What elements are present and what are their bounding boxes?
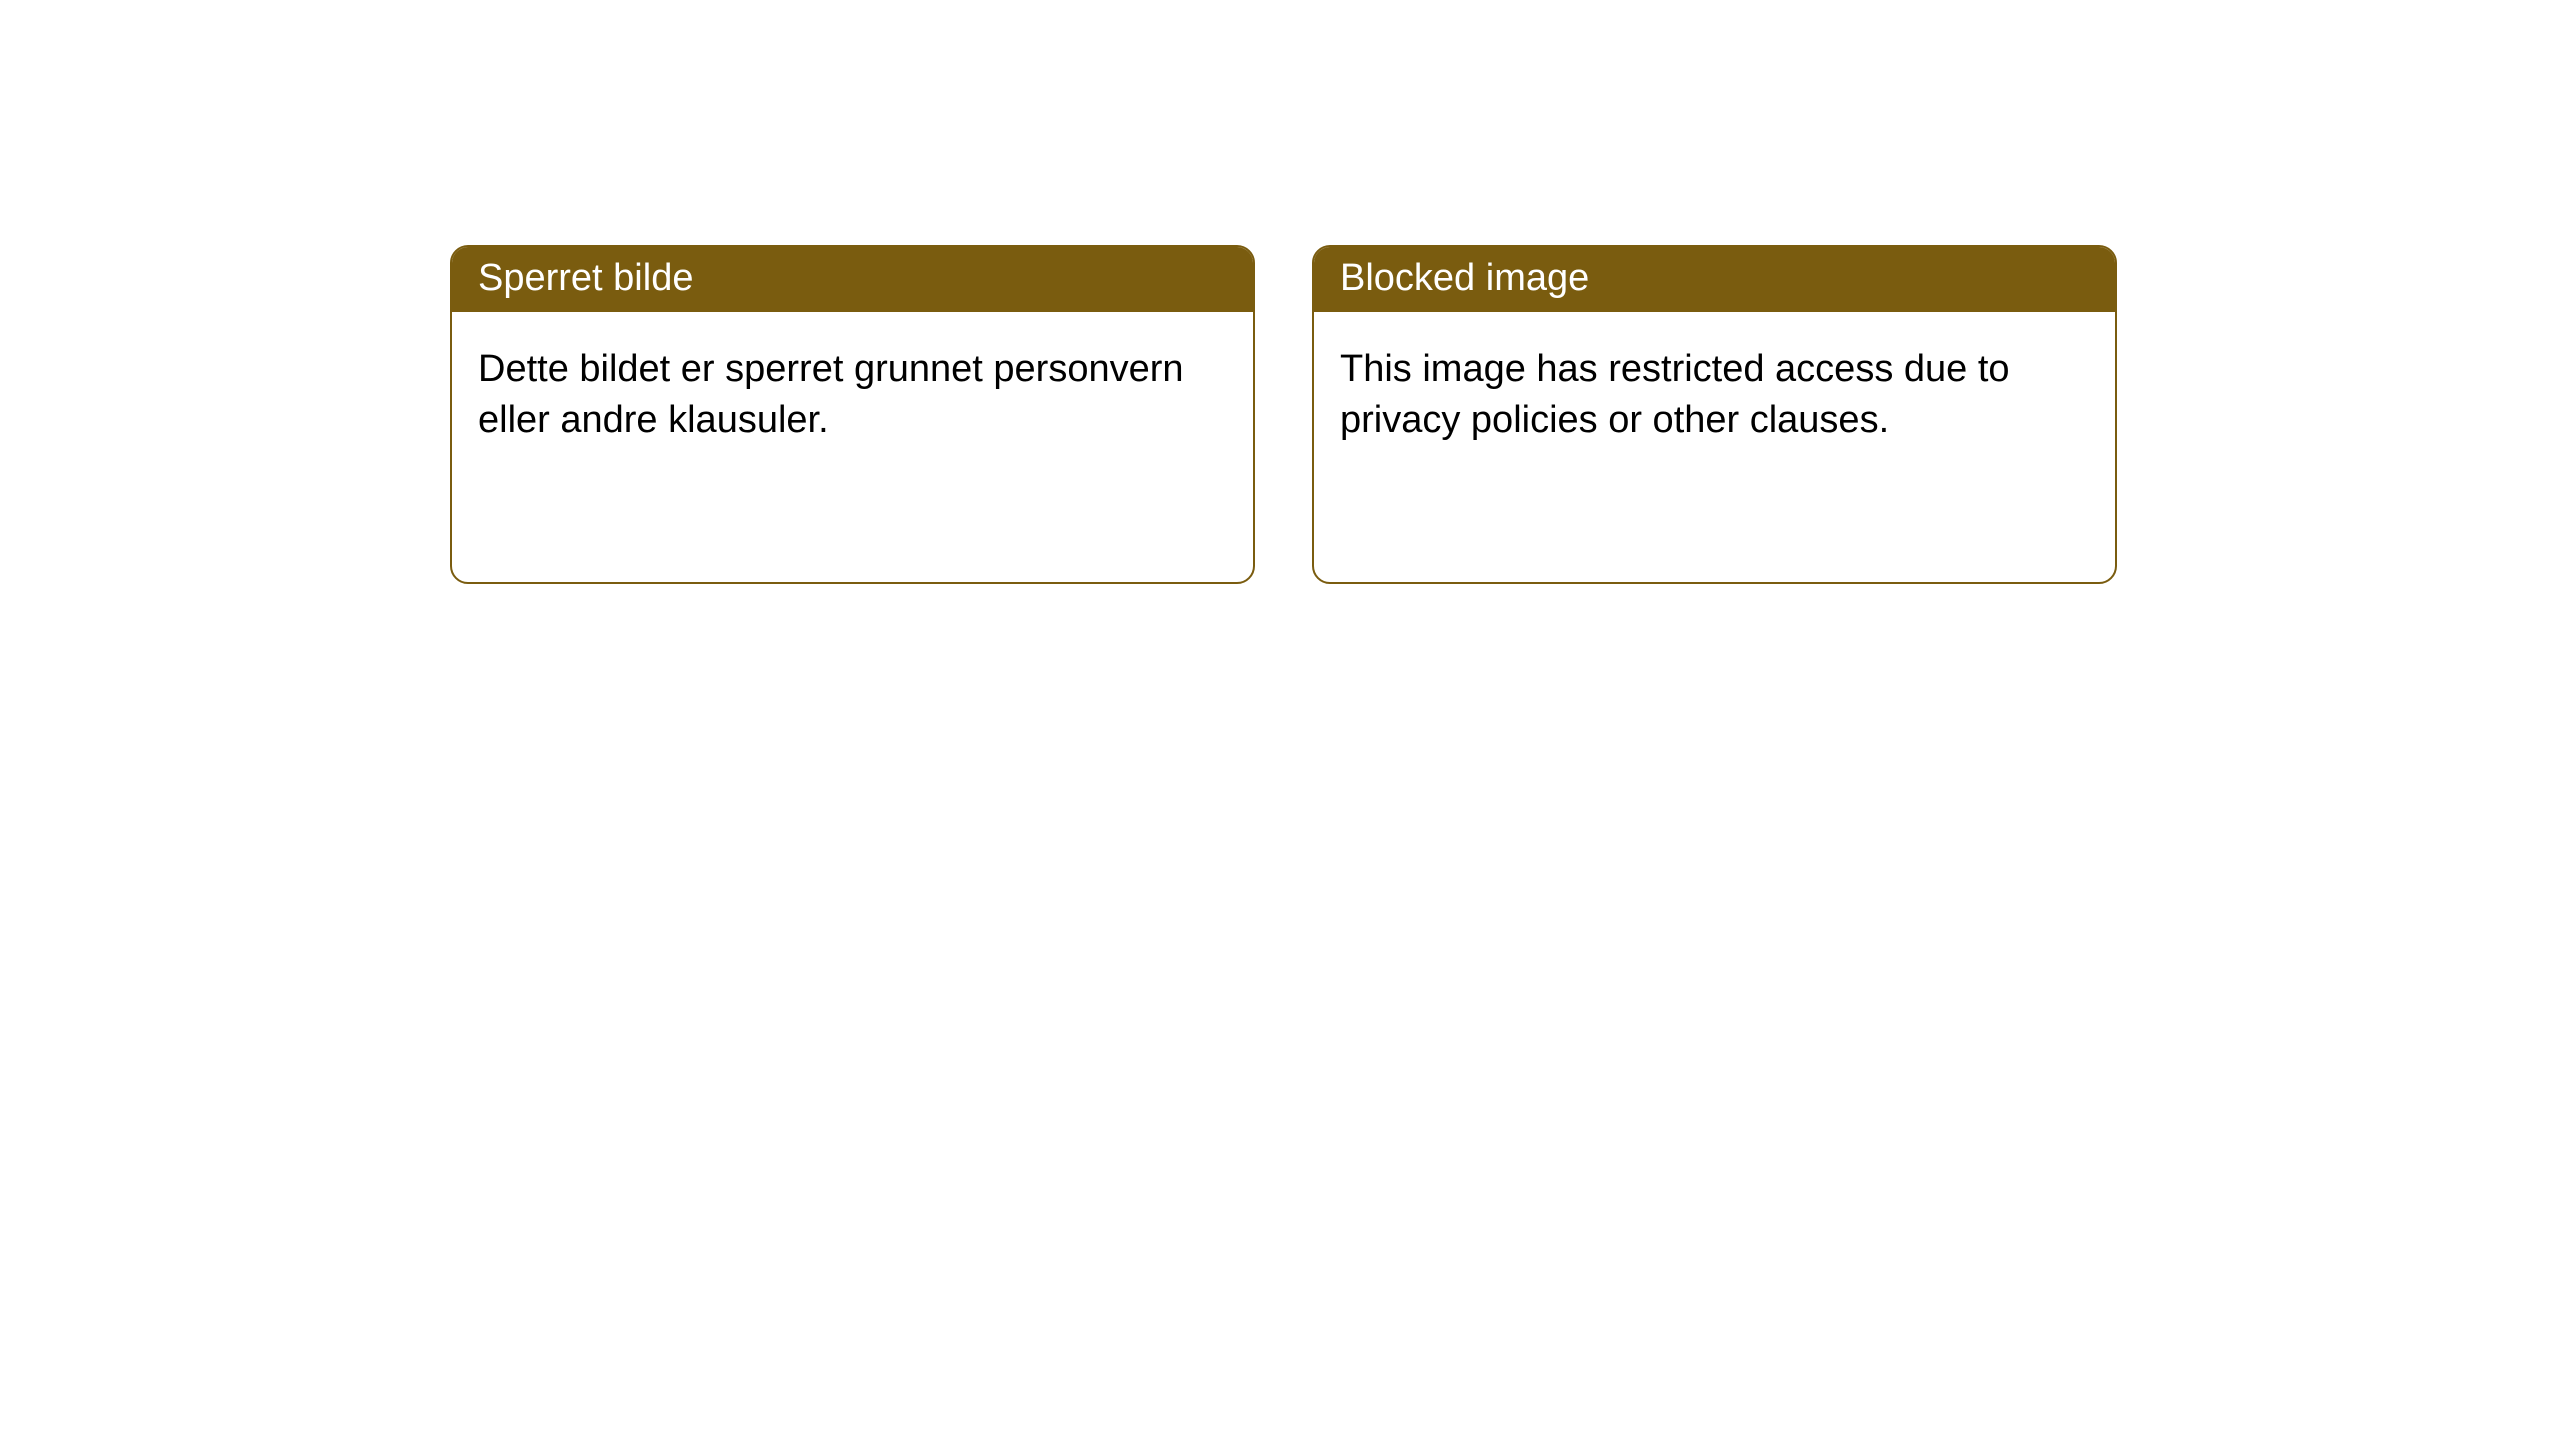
card-body: This image has restricted access due to … bbox=[1314, 312, 2115, 582]
card-header: Sperret bilde bbox=[452, 247, 1253, 312]
card-body-text: Dette bildet er sperret grunnet personve… bbox=[478, 348, 1184, 441]
card-title: Blocked image bbox=[1340, 257, 1589, 299]
card-body-text: This image has restricted access due to … bbox=[1340, 348, 2010, 441]
card-body: Dette bildet er sperret grunnet personve… bbox=[452, 312, 1253, 582]
card-title: Sperret bilde bbox=[478, 257, 693, 299]
notice-card-norwegian: Sperret bilde Dette bildet er sperret gr… bbox=[450, 245, 1255, 584]
notice-cards-container: Sperret bilde Dette bildet er sperret gr… bbox=[450, 245, 2117, 584]
card-header: Blocked image bbox=[1314, 247, 2115, 312]
notice-card-english: Blocked image This image has restricted … bbox=[1312, 245, 2117, 584]
